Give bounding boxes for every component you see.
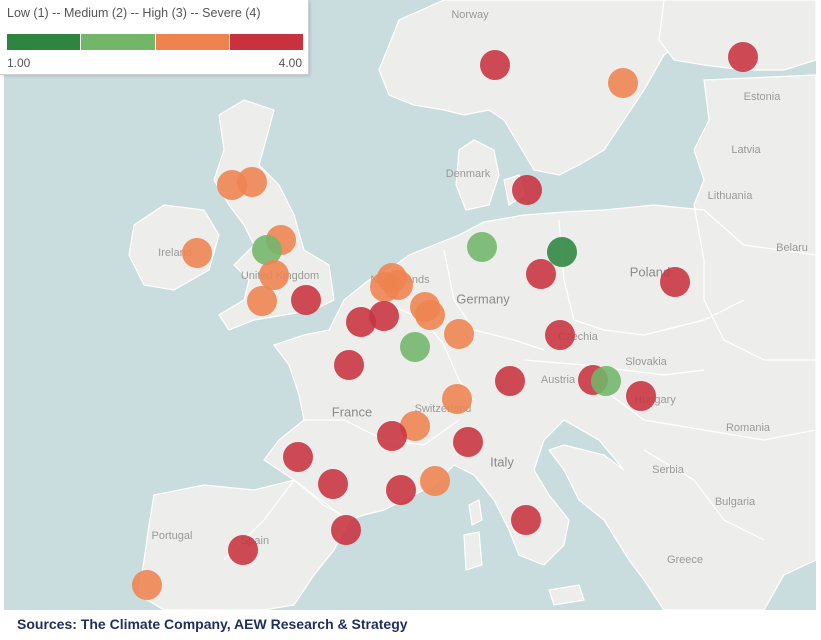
land-corsica — [468, 499, 483, 526]
country-label-denmark: Denmark — [445, 168, 491, 180]
risk-marker-severe[interactable] — [495, 366, 525, 396]
risk-marker-low[interactable] — [547, 237, 577, 267]
legend-swatch-low — [7, 34, 81, 50]
country-label-estonia: Estonia — [743, 91, 781, 103]
country-label-latvia: Latvia — [731, 144, 761, 156]
legend-max-label: 4.00 — [278, 56, 302, 70]
risk-marker-high[interactable] — [259, 260, 289, 290]
risk-marker-high[interactable] — [608, 68, 638, 98]
risk-marker-severe[interactable] — [228, 535, 258, 565]
country-label-norway: Norway — [451, 9, 489, 21]
risk-marker-severe[interactable] — [318, 469, 348, 499]
land-denmark — [455, 139, 500, 211]
risk-marker-high[interactable] — [415, 300, 445, 330]
land-sicily — [548, 584, 585, 606]
map-canvas[interactable]: Norway Estonia Latvia Lithuania Belaru Denmar… — [4, 0, 816, 610]
country-label-italy: Italy — [490, 454, 514, 470]
risk-marker-severe[interactable] — [511, 505, 541, 535]
risk-marker-severe[interactable] — [626, 381, 656, 411]
country-label-germany: Germany — [456, 291, 510, 307]
risk-legend: Low (1) -- Medium (2) -- High (3) -- Sev… — [0, 0, 309, 75]
country-label-serbia: Serbia — [652, 464, 684, 476]
risk-marker-medium[interactable] — [400, 332, 430, 362]
country-label-slovakia: Slovakia — [625, 356, 667, 368]
risk-marker-high[interactable] — [182, 238, 212, 268]
risk-marker-severe[interactable] — [369, 301, 399, 331]
risk-marker-severe[interactable] — [526, 259, 556, 289]
legend-title: Low (1) -- Medium (2) -- High (3) -- Sev… — [7, 6, 261, 20]
risk-marker-severe[interactable] — [660, 267, 690, 297]
risk-marker-medium[interactable] — [467, 232, 497, 262]
risk-marker-medium[interactable] — [591, 366, 621, 396]
source-note: Sources: The Climate Company, AEW Resear… — [17, 616, 408, 632]
land-great-britain — [213, 99, 335, 331]
country-label-belaru: Belaru — [776, 242, 808, 254]
country-label-portugal: Portugal — [151, 530, 193, 542]
risk-marker-severe[interactable] — [291, 285, 321, 315]
risk-marker-high[interactable] — [420, 466, 450, 496]
risk-marker-severe[interactable] — [334, 350, 364, 380]
legend-swatch-medium — [80, 34, 155, 50]
risk-marker-severe[interactable] — [453, 427, 483, 457]
risk-marker-severe[interactable] — [377, 421, 407, 451]
risk-marker-severe[interactable] — [480, 50, 510, 80]
land-continent — [263, 204, 816, 610]
risk-marker-high[interactable] — [237, 167, 267, 197]
risk-marker-severe[interactable] — [512, 175, 542, 205]
country-label-romania: Romania — [725, 422, 771, 434]
country-label-greece: Greece — [666, 554, 704, 566]
legend-min-label: 1.00 — [7, 56, 31, 70]
land-ireland — [128, 204, 220, 291]
land-scandinavia — [378, 0, 705, 176]
risk-marker-high[interactable] — [247, 286, 277, 316]
country-label-france: France — [331, 404, 373, 420]
country-label-austria: Austria — [540, 374, 576, 386]
legend-swatch-severe — [228, 34, 303, 50]
risk-marker-high[interactable] — [444, 319, 474, 349]
risk-marker-severe[interactable] — [728, 42, 758, 72]
risk-marker-severe[interactable] — [283, 442, 313, 472]
risk-marker-severe[interactable] — [331, 515, 361, 545]
risk-marker-high[interactable] — [383, 270, 413, 300]
land-sardinia — [463, 531, 483, 571]
country-label-lithuania: Lithuania — [707, 190, 753, 202]
risk-marker-high[interactable] — [132, 570, 162, 600]
country-label-bulgaria: Bulgaria — [714, 496, 756, 508]
legend-color-bar[interactable] — [7, 34, 303, 50]
basemap — [128, 0, 816, 610]
risk-marker-severe[interactable] — [545, 320, 575, 350]
risk-marker-severe[interactable] — [386, 475, 416, 505]
legend-swatch-high — [154, 34, 229, 50]
risk-marker-high[interactable] — [442, 384, 472, 414]
